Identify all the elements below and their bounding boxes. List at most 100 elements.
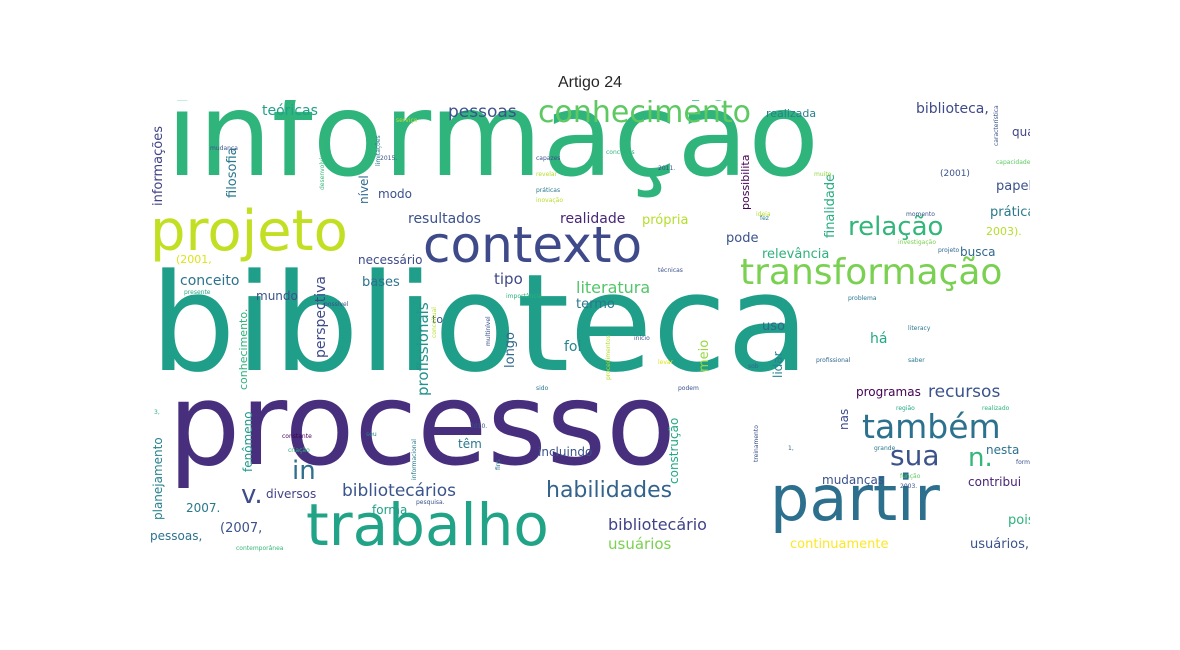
cloud-word: lidar [771,351,785,378]
cloud-word: conceitual [431,307,438,338]
cloud-word: programas [856,385,921,399]
cloud-word: realizado [982,405,1010,412]
cloud-word: há [870,331,888,347]
cloud-word: 2007. [186,501,221,515]
cloud-word: v. [241,480,263,510]
cloud-word: fenômeno [241,411,255,472]
cloud-word: transformação [740,252,1003,293]
cloud-word: nesta [986,443,1020,457]
cloud-word: investigação [898,239,936,246]
cloud-word: seu [366,431,377,438]
cloud-word: capacidade [996,159,1030,166]
cloud-word: foi [564,339,582,355]
cloud-word: relevância [762,247,830,262]
cloud-word: recursos [928,382,1001,402]
cloud-word: partir [770,462,940,535]
cloud-word: bases [362,275,400,290]
cloud-word: usuários, [970,537,1030,552]
cloud-word: saber [908,357,925,364]
cloud-word: literacy [908,325,931,332]
cloud-word: treinamento [753,425,760,462]
cloud-word: longo [503,331,518,368]
cloud-word: inovação [536,197,564,204]
cloud-word: filosofia [225,147,240,198]
cloud-word: diversos [266,487,317,501]
cloud-word: 2010. [470,423,488,430]
cloud-word: têm [458,437,482,451]
cloud-word: informações [151,126,166,206]
cloud-word: 2015. [380,155,398,162]
cloud-word: multinível [485,316,492,346]
cloud-word: pesquisa. [416,499,445,506]
cloud-word: constante [282,433,312,440]
cloud-word: desenvolvimento [319,138,326,190]
cloud-word: meio [697,339,712,372]
cloud-word: conceito [180,273,240,289]
cloud-word: conhecimento [538,100,751,130]
cloud-word: profissional [816,357,851,364]
cloud-word: finalidade [823,173,838,238]
cloud-word: n. [968,443,993,473]
cloud-word: projeto [938,247,960,254]
cloud-word: forma [372,503,408,517]
cloud-word: in [292,456,316,486]
cloud-word: informacional [411,439,418,480]
cloud-word: projeto [150,199,348,264]
cloud-word: busca [960,245,996,259]
cloud-word: continuamente [790,537,889,552]
cloud-word: realizada [766,107,817,120]
cloud-word: contribui [968,475,1022,489]
cloud-word: (2007, [220,521,263,536]
cloud-word: qual [1012,125,1030,139]
cloud-word: papel [996,179,1030,194]
cloud-word: criação [288,447,310,454]
cloud-word: momento [906,211,935,218]
cloud-word: habilidades [546,478,673,503]
cloud-word: to [432,313,444,326]
cloud-word: ideia [756,211,771,218]
cloud-word: bibliotecários [342,481,457,501]
cloud-word: pois [1008,513,1030,528]
cloud-word: própria [642,213,689,228]
cloud-word: sido [536,385,549,392]
cloud-word: planejamento [151,437,165,520]
cloud-word: problema [848,295,877,302]
cloud-word: nas [837,408,851,430]
cloud-word: procedimentos [605,335,612,380]
cloud-word: (2001, [176,253,212,266]
cloud-word: mundo [256,289,298,303]
cloud-word: fins [495,459,502,470]
cloud-word: nível [357,175,371,204]
cloud-word: sua [890,439,940,472]
cloud-word: início [634,335,650,342]
cloud-word: teóricas [262,103,318,119]
cloud-word: também [862,407,1001,446]
cloud-word: pessoas [448,102,517,122]
cloud-word: uso [762,319,785,334]
cloud-word: grande [874,445,896,452]
cloud-word: práticas [536,187,561,194]
cloud-word: formar [1016,459,1030,466]
cloud-word: 2003). [986,225,1022,238]
cloud-word: relação [848,212,944,242]
cloud-word: capazes [536,155,561,162]
cloud-word: levar [658,359,674,366]
word-cloud: informação biblioteca processo contexto … [150,100,1030,560]
cloud-word: resultados [408,211,481,227]
cloud-word: literatura [576,278,651,297]
cloud-word: mudanças [822,473,885,487]
cloud-word: sob [748,363,759,370]
cloud-word: 3, [154,409,160,416]
cloud-word: necessário [358,253,423,267]
cloud-word: contemporânea [236,545,284,552]
cloud-word: conceitos [606,149,635,156]
cloud-word: muito [814,171,832,178]
cloud-word: processo [168,358,676,491]
cloud-word: presente [184,289,211,296]
cloud-word: realidade [560,211,626,227]
cloud-word: termo [576,297,615,312]
cloud-word: revelar [536,171,558,178]
cloud-word: fez [760,215,769,222]
cloud-word: tipo [494,270,523,288]
cloud-word: função [900,473,921,480]
